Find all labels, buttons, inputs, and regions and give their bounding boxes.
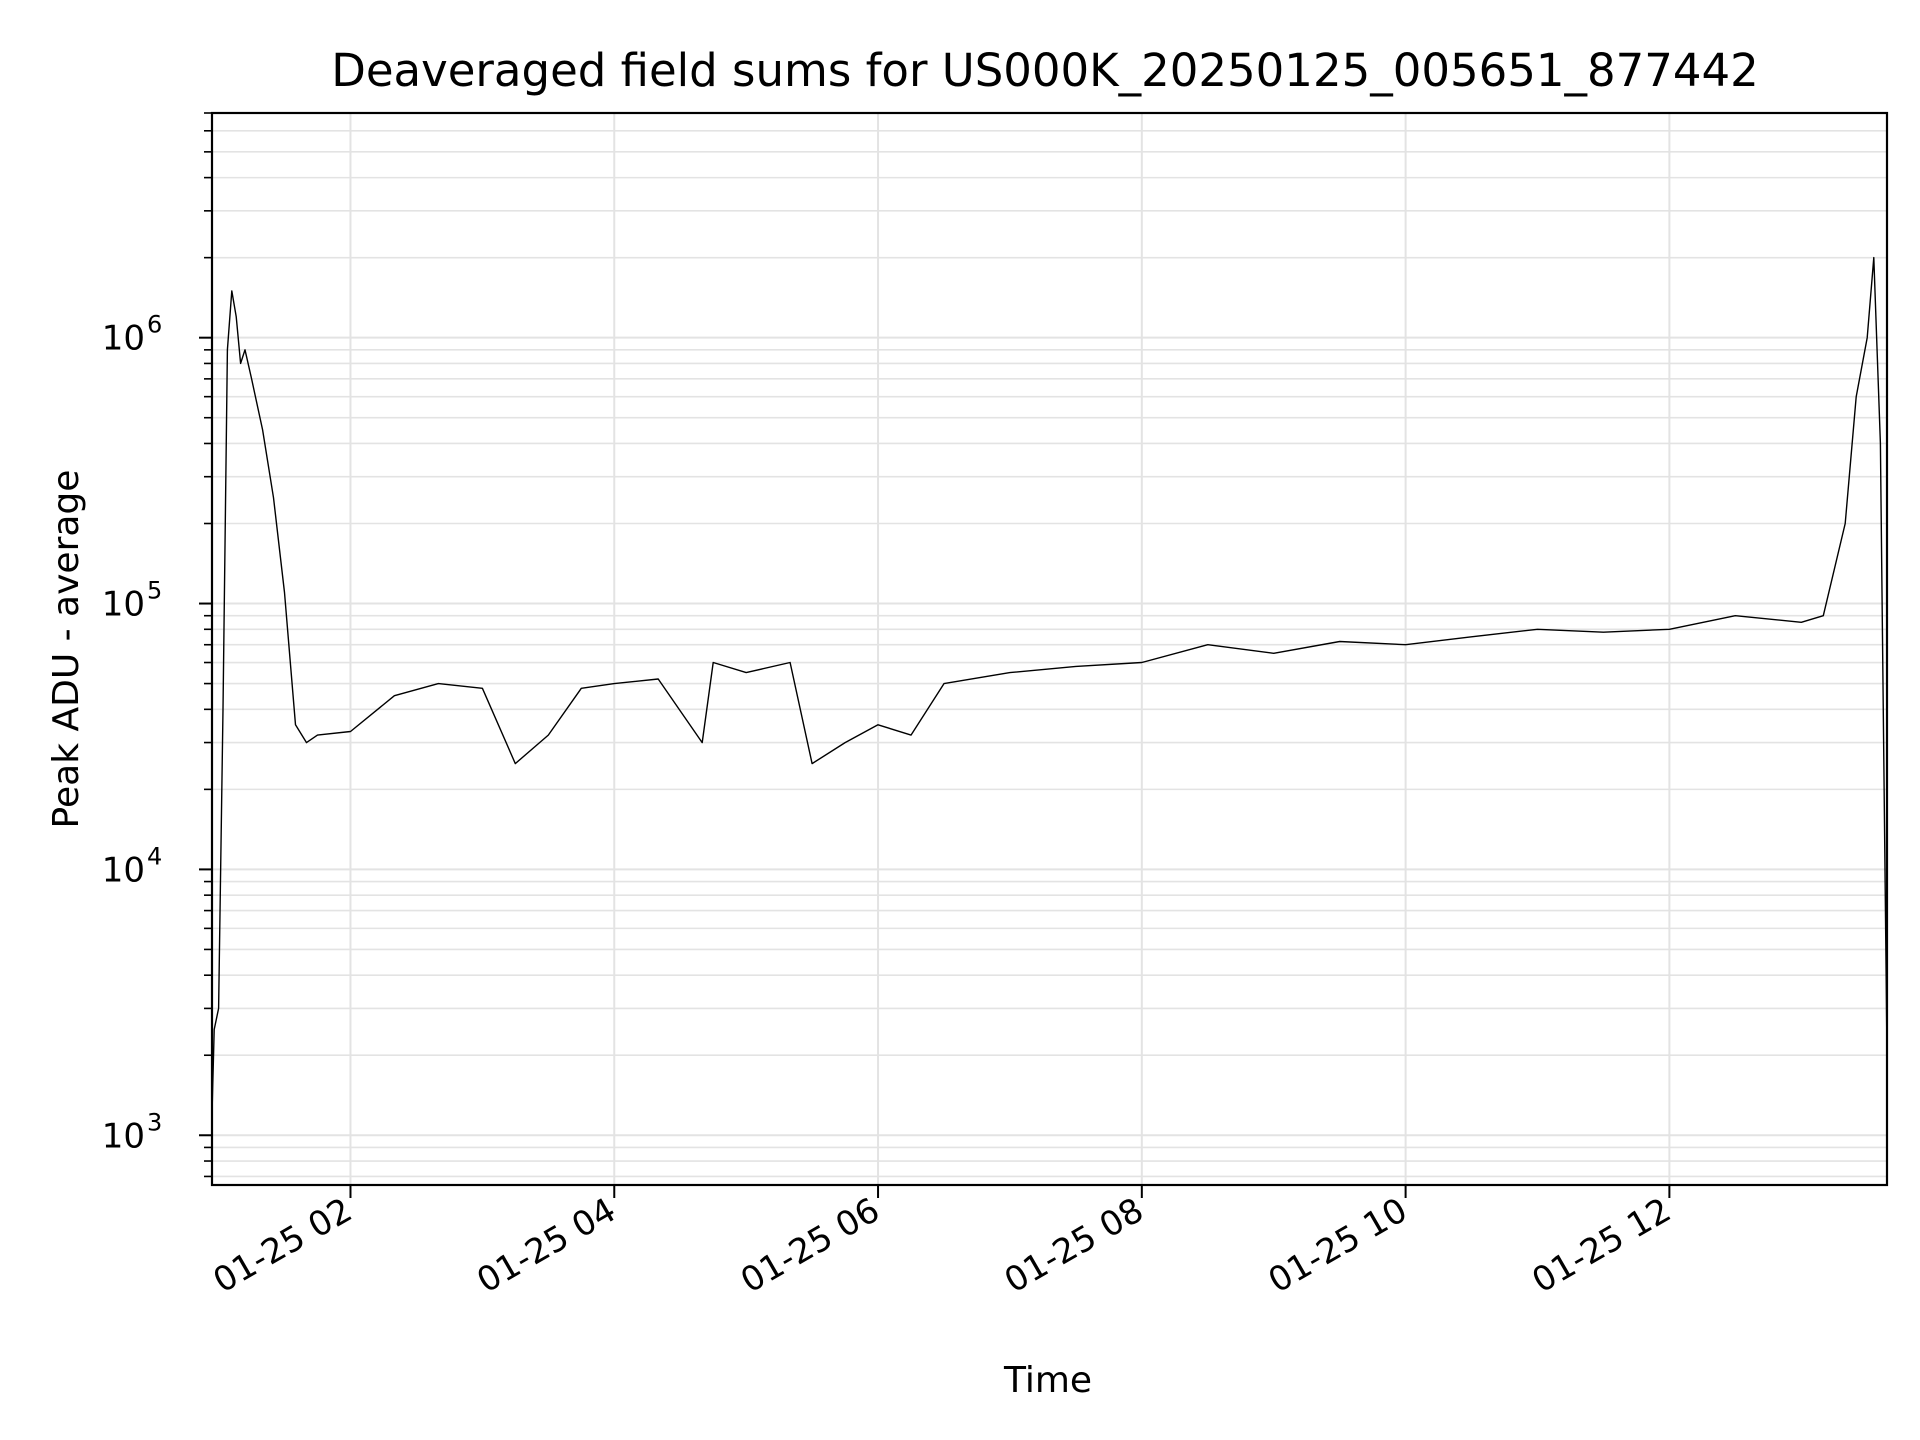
- x-tick-label: 01-25 12: [1525, 1190, 1677, 1301]
- x-axis-label: Time: [1003, 1360, 1092, 1401]
- x-tick-label: 01-25 02: [207, 1190, 359, 1301]
- series-line: [211, 256, 1888, 1115]
- x-tick-label: 01-25 08: [998, 1190, 1150, 1301]
- x-tick-label: 01-25 04: [470, 1190, 622, 1301]
- x-tick-label: 01-25 10: [1262, 1190, 1414, 1301]
- y-tick-label: 10: [102, 585, 145, 625]
- x-tick-label: 01-25 06: [734, 1190, 886, 1301]
- series-group: [211, 256, 1888, 1115]
- x-axis: 01-25 02 01-25 04 01-25 06 01-25 08 01-25 10…: [207, 1185, 1678, 1301]
- y-tick-label-exponent: 6: [147, 311, 162, 339]
- chart-title: Deaveraged field sums for US000K_2025012…: [331, 44, 1759, 97]
- y-tick-label: 10: [102, 850, 145, 890]
- y-tick-label: 10: [102, 1116, 145, 1156]
- y-tick-label-exponent: 4: [147, 842, 162, 870]
- y-tick-label-exponent: 5: [147, 577, 162, 605]
- y-tick-label: 10: [102, 319, 145, 359]
- plot-area-frame: [210, 111, 1889, 1187]
- y-tick-label-exponent: 3: [147, 1108, 162, 1136]
- y-axis-label: Peak ADU - average: [46, 470, 87, 829]
- grid-lines: [212, 112, 1887, 1185]
